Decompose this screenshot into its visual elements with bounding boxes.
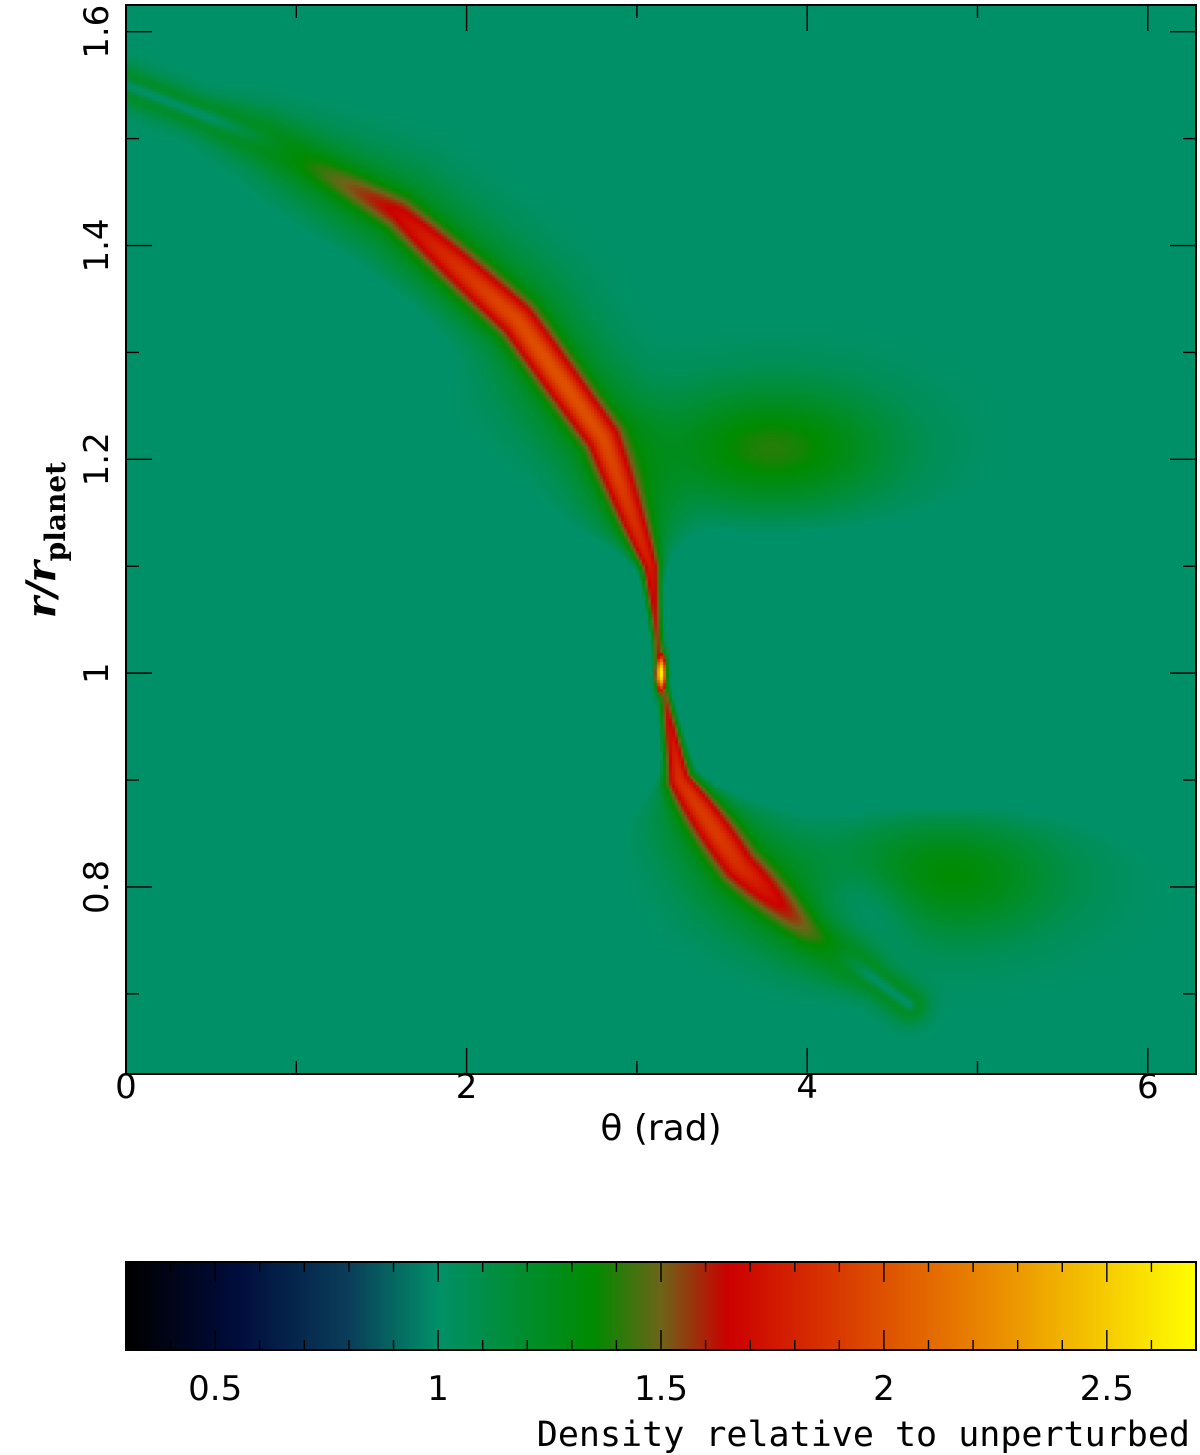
density-heatmap — [126, 5, 1196, 1074]
colorbar-tick-label: 0.5 — [188, 1369, 242, 1409]
y-axis-title-main: r/r — [18, 558, 65, 618]
heatmap-plot: 0 2 4 6 0.8 1 1.2 1.4 1.6 θ (rad) r/rplanet — [18, 4, 1197, 1149]
colorbar: 0.5 1 1.5 2 2.5 Density relative to unpertur… — [125, 1261, 1197, 1455]
colorbar-tick-label: 1 — [427, 1369, 449, 1409]
y-tick-labels: 0.8 1 1.2 1.4 1.6 — [77, 5, 117, 914]
y-tick-label: 1.2 — [77, 432, 117, 486]
y-axis-title: r/rplanet — [18, 462, 72, 618]
plot-ticks — [125, 5, 1196, 1074]
colorbar-ticks — [125, 1262, 1197, 1350]
x-tick-label: 0 — [115, 1067, 137, 1107]
x-tick-label: 4 — [796, 1067, 818, 1107]
colorbar-tick-label: 1.5 — [634, 1369, 688, 1409]
y-tick-label: 1.6 — [77, 5, 117, 59]
x-tick-labels: 0 2 4 6 — [115, 1067, 1158, 1107]
colorbar-tick-labels: 0.5 1 1.5 2 2.5 — [188, 1369, 1134, 1409]
colorbar-tick-label: 2.5 — [1080, 1369, 1134, 1409]
colorbar-tick-label: 2 — [873, 1369, 895, 1409]
x-axis-title: θ (rad) — [600, 1108, 721, 1149]
y-axis-title-sub: planet — [39, 462, 72, 562]
y-tick-label: 1.4 — [77, 218, 117, 272]
y-tick-label: 0.8 — [77, 860, 117, 914]
colorbar-title: Density relative to unperturbed — [537, 1415, 1190, 1455]
y-tick-label: 1 — [77, 662, 117, 684]
plot-frame — [125, 4, 1197, 1075]
x-tick-label: 2 — [456, 1067, 478, 1107]
x-tick-label: 6 — [1137, 1067, 1159, 1107]
